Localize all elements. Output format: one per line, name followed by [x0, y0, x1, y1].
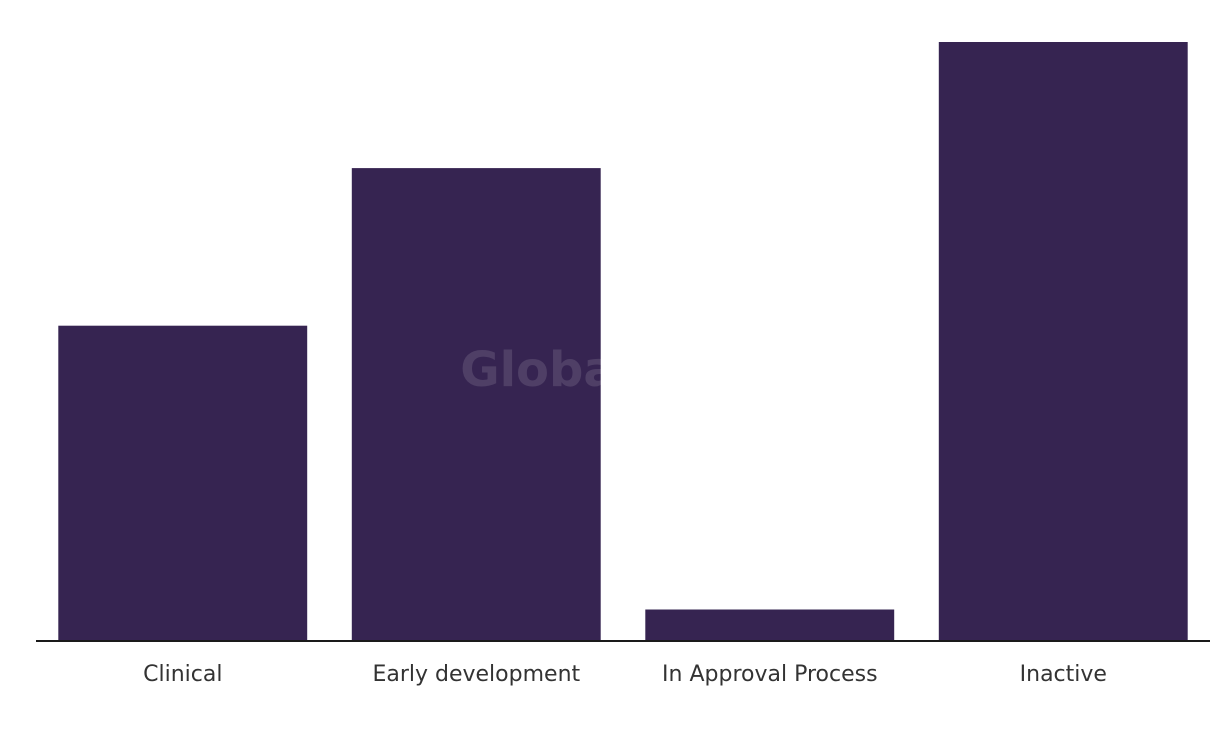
x-tick-label: Inactive	[1020, 662, 1107, 687]
x-tick-label: Clinical	[143, 662, 222, 687]
x-tick-label: In Approval Process	[662, 662, 878, 687]
bar-clinical	[58, 325, 308, 641]
bars-group	[58, 42, 1188, 641]
bar-early-development	[351, 168, 601, 641]
bar-inactive	[938, 42, 1188, 641]
bar-in-approval-process	[645, 609, 895, 641]
x-tick-labels: Clinical Early development In Approval Pro…	[143, 662, 1107, 687]
watermark: GlobalData	[460, 342, 760, 398]
x-tick-label: Early development	[372, 662, 580, 687]
